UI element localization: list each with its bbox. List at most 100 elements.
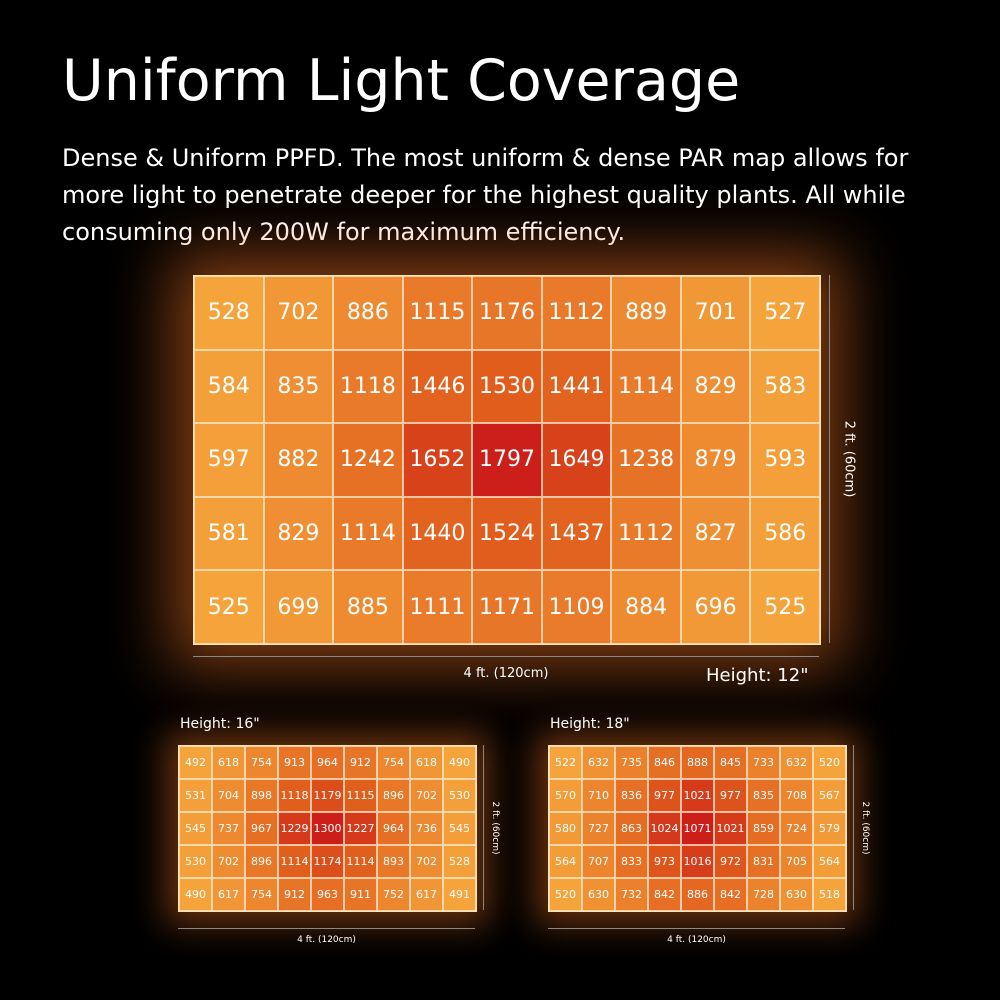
height-title: Height: 18" xyxy=(550,716,630,732)
ppfd-cell: 1114 xyxy=(344,845,377,878)
ppfd-cell: 580 xyxy=(549,812,582,845)
ppfd-cell: 963 xyxy=(311,878,344,911)
ppfd-cell: 888 xyxy=(681,746,714,779)
ppfd-cell: 1440 xyxy=(402,496,473,571)
ppfd-cell: 707 xyxy=(582,845,615,878)
ppfd-cell: 846 xyxy=(648,746,681,779)
ppfd-cell: 520 xyxy=(813,746,846,779)
ppfd-cell: 1112 xyxy=(541,276,612,350)
ppfd-cell: 737 xyxy=(212,812,245,845)
ppfd-cell: 617 xyxy=(212,878,245,911)
ppfd-cell: 1024 xyxy=(648,812,681,845)
ppfd-cell: 1530 xyxy=(472,349,542,424)
ppfd-cell: 492 xyxy=(179,746,212,779)
ppfd-cell: 879 xyxy=(680,423,751,497)
ppfd-cell: 889 xyxy=(611,276,681,350)
ppfd-cell: 520 xyxy=(549,878,582,911)
ppfd-cell: 842 xyxy=(714,878,747,911)
ppfd-cell: 754 xyxy=(245,746,278,779)
ppfd-cell: 896 xyxy=(377,779,410,812)
ppfd-cell: 579 xyxy=(813,812,846,845)
height-dimension-line xyxy=(483,745,484,910)
ppfd-cell: 618 xyxy=(212,746,245,779)
ppfd-cell: 1115 xyxy=(402,276,473,350)
ppfd-cell: 1524 xyxy=(472,496,542,571)
ppfd-cell: 705 xyxy=(780,845,813,878)
height-title: Height: 12" xyxy=(706,665,809,686)
ppfd-cell: 1238 xyxy=(611,423,681,497)
ppfd-cell: 1437 xyxy=(541,496,612,571)
ppfd-cell: 570 xyxy=(549,779,582,812)
ppfd-cell: 754 xyxy=(377,746,410,779)
ppfd-cell: 491 xyxy=(443,878,476,911)
ppfd-cell: 1114 xyxy=(333,496,403,571)
ppfd-cell: 1111 xyxy=(402,570,473,644)
ppfd-cell: 1797 xyxy=(472,423,542,497)
ppfd-cell: 1071 xyxy=(681,812,714,845)
ppfd-cell: 886 xyxy=(681,878,714,911)
ppfd-cell: 735 xyxy=(615,746,648,779)
ppfd-cell: 964 xyxy=(377,812,410,845)
ppfd-cell: 1652 xyxy=(402,423,473,497)
ppfd-cell: 972 xyxy=(714,845,747,878)
ppfd-cell: 564 xyxy=(813,845,846,878)
ppfd-cell: 1112 xyxy=(611,496,681,571)
ppfd-cell: 833 xyxy=(615,845,648,878)
ppfd-cell: 630 xyxy=(780,878,813,911)
heatmap-grid: 492 618 754 913 964 912 754 618 490 531 704 898 1118… xyxy=(178,745,477,912)
ppfd-cell: 882 xyxy=(263,423,334,497)
ppfd-cell: 913 xyxy=(278,746,311,779)
ppfd-cell: 583 xyxy=(750,349,820,424)
ppfd-cell: 632 xyxy=(582,746,615,779)
ppfd-cell: 1441 xyxy=(541,349,612,424)
ppfd-cell: 884 xyxy=(611,570,681,644)
depth-label: 2 ft. (60cm) xyxy=(860,800,870,855)
ppfd-cell: 530 xyxy=(443,779,476,812)
depth-label: 2 ft. (60cm) xyxy=(490,800,500,855)
ppfd-cell: 545 xyxy=(443,812,476,845)
ppfd-cell: 593 xyxy=(750,423,820,497)
ppfd-cell: 531 xyxy=(179,779,212,812)
ppfd-cell: 842 xyxy=(648,878,681,911)
ppfd-cell: 702 xyxy=(212,845,245,878)
ppfd-cell: 708 xyxy=(780,779,813,812)
ppfd-cell: 525 xyxy=(194,570,264,644)
ppfd-cell: 831 xyxy=(747,845,780,878)
ppfd-cell: 1114 xyxy=(611,349,681,424)
ppfd-cell: 859 xyxy=(747,812,780,845)
ppfd-cell: 1174 xyxy=(311,845,344,878)
ppfd-cell: 490 xyxy=(443,746,476,779)
heatmap-grid: 528 702 886 1115 1176 1112 889 701 527 584 835 1118… xyxy=(193,275,821,645)
ppfd-cell: 896 xyxy=(245,845,278,878)
ppfd-cell: 567 xyxy=(813,779,846,812)
ppfd-cell: 1118 xyxy=(278,779,311,812)
ppfd-cell: 1446 xyxy=(402,349,473,424)
ppfd-cell: 632 xyxy=(780,746,813,779)
ppfd-cell: 527 xyxy=(750,276,820,350)
ppfd-cell: 728 xyxy=(747,878,780,911)
ppfd-cell: 863 xyxy=(615,812,648,845)
ppfd-cell: 967 xyxy=(245,812,278,845)
ppfd-cell: 1118 xyxy=(333,349,403,424)
ppfd-cell: 522 xyxy=(549,746,582,779)
width-label: 4 ft. (120cm) xyxy=(297,935,356,945)
height-dimension-line xyxy=(853,745,854,910)
ppfd-cell: 702 xyxy=(410,845,443,878)
ppfd-cell: 893 xyxy=(377,845,410,878)
ppfd-cell: 912 xyxy=(278,878,311,911)
ppfd-cell: 530 xyxy=(179,845,212,878)
ppfd-cell: 699 xyxy=(263,570,334,644)
width-dimension-line xyxy=(548,928,845,929)
ppfd-cell: 732 xyxy=(615,878,648,911)
ppfd-cell: 885 xyxy=(333,570,403,644)
ppfd-cell: 727 xyxy=(582,812,615,845)
ppfd-cell: 702 xyxy=(263,276,334,350)
ppfd-cell: 724 xyxy=(780,812,813,845)
width-label: 4 ft. (120cm) xyxy=(667,935,726,945)
ppfd-cell: 973 xyxy=(648,845,681,878)
width-label: 4 ft. (120cm) xyxy=(463,666,549,681)
ppfd-cell: 528 xyxy=(194,276,264,350)
ppfd-cell: 1300 xyxy=(311,812,344,845)
ppfd-cell: 1115 xyxy=(344,779,377,812)
page-title: Uniform Light Coverage xyxy=(62,48,741,114)
